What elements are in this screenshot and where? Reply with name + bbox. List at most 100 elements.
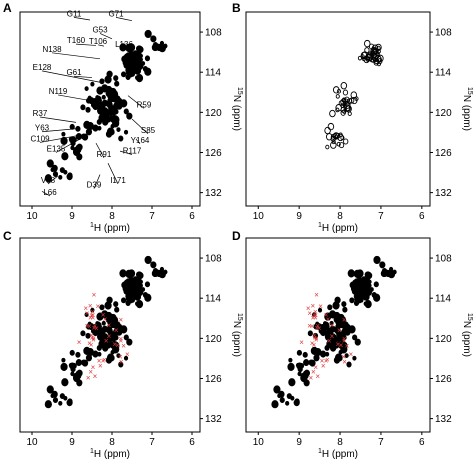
nmr-peak [144, 55, 151, 62]
unassigned-peak-marker: × [118, 353, 123, 362]
nmr-peak [368, 43, 375, 50]
nmr-peak [351, 287, 358, 295]
unassigned-peak-marker: × [315, 321, 320, 330]
y-tick-label: 120 [435, 108, 452, 119]
nmr-peak [81, 359, 89, 367]
nmr-peak [277, 393, 282, 399]
unassigned-peak-marker: × [87, 339, 92, 348]
annotation-leader-line [135, 138, 141, 145]
nmr-peak [52, 171, 59, 178]
unassigned-peak-marker: × [95, 302, 100, 311]
nmr-peak [112, 341, 120, 350]
unassigned-peak-marker: × [314, 335, 319, 344]
nmr-peak [150, 35, 157, 43]
nmr-peak [144, 281, 151, 288]
panel-letter: A [3, 1, 12, 15]
nmr-peak [126, 112, 133, 120]
nmr-peak [61, 131, 66, 137]
nmr-peak [362, 292, 370, 301]
nmr-peak [120, 71, 127, 78]
nmr-peak [76, 143, 83, 151]
nmr-peak [104, 110, 110, 117]
unassigned-peak-marker: × [330, 321, 335, 330]
peak-annotation: C109 [30, 133, 89, 143]
peak-annotation: G71 [108, 9, 133, 22]
nmr-peak [329, 109, 336, 118]
nmr-peak [81, 133, 89, 141]
unassigned-peak-marker: × [337, 326, 342, 335]
nmr-peak [140, 287, 146, 292]
y-axis-title-isotope: 15 [466, 313, 473, 321]
unassigned-peak-marker: × [103, 315, 108, 324]
nmr-peak [368, 56, 373, 61]
peak-label: G71 [108, 9, 124, 18]
peak-annotation: R117 [119, 146, 142, 155]
x-axis-title-text: H (ppm) [322, 449, 358, 460]
y-tick-label: 132 [205, 414, 222, 425]
unassigned-peak-marker: × [91, 311, 96, 320]
nmr-peak [326, 133, 333, 141]
nmr-peak [361, 276, 368, 284]
nmr-peak [295, 362, 301, 368]
unassigned-peak-marker: × [327, 337, 332, 346]
plot-frame [245, 11, 431, 207]
nmr-peak [98, 339, 106, 349]
nmr-peak [144, 67, 152, 76]
nmr-peak [327, 122, 335, 131]
nmr-peak [351, 279, 360, 288]
unassigned-peak-marker: × [336, 340, 341, 349]
nmr-peak [324, 312, 332, 321]
nmr-peak [335, 107, 340, 113]
panel-letter: D [232, 229, 241, 243]
annotation-leader-line [39, 116, 77, 123]
unassigned-peak-marker: × [87, 322, 92, 331]
y-axis-title-isotope: 15 [466, 87, 473, 95]
nmr-peak [58, 174, 63, 180]
x-tick-label: 8 [109, 437, 115, 448]
y-tick-label: 120 [435, 334, 452, 345]
nmr-peak [159, 40, 165, 46]
nmr-peak [334, 296, 341, 304]
nmr-peak [128, 273, 133, 278]
panel-letter: B [232, 1, 241, 15]
annotation-leader-line [57, 94, 101, 103]
peak-annotation: G53 [92, 25, 113, 40]
unassigned-peak-marker: × [93, 321, 98, 330]
nmr-peak [63, 395, 68, 401]
peak-label: S85 [141, 126, 156, 135]
peak-layer: ××××××××××××××× ×× ×××××××××××××××××××××××… [44, 255, 168, 409]
unassigned-peak-marker: × [313, 308, 318, 317]
x-tick-label: 6 [189, 437, 195, 448]
annotation-leader-line [95, 142, 105, 159]
nmr-peak [373, 255, 381, 265]
unassigned-peak-marker: × [311, 313, 316, 322]
unassigned-peak-marker: × [312, 311, 317, 320]
nmr-peak [113, 75, 119, 82]
nmr-peak [332, 132, 340, 140]
nmr-peak [107, 317, 115, 326]
peak-label: T106 [89, 37, 108, 46]
nmr-peak [325, 351, 330, 357]
peak-label: E128 [33, 63, 52, 72]
y-axis-title: 15N (ppm) [461, 313, 473, 357]
nmr-peak [69, 349, 75, 356]
unassigned-peak-marker: × [309, 373, 314, 382]
nmr-peak [379, 261, 386, 269]
nmr-peak [371, 44, 379, 52]
nmr-peak [116, 353, 121, 358]
peak-annotation: L136 [115, 40, 133, 55]
nmr-peak [123, 355, 129, 361]
unassigned-peak-marker: × [92, 323, 97, 332]
peak-annotation: T160 [67, 36, 97, 46]
nmr-peak [92, 103, 99, 111]
nmr-peak [106, 70, 113, 78]
nmr-peak [303, 369, 310, 377]
peak-label: R91 [97, 150, 112, 159]
x-tick-label: 10 [253, 437, 265, 448]
x-axis-title: 1H (ppm) [90, 448, 130, 460]
nmr-peak [80, 104, 86, 111]
nmr-peak [303, 359, 310, 367]
unassigned-peak-marker: × [317, 324, 322, 333]
nmr-peak [70, 366, 76, 373]
unassigned-peak-marker: × [85, 309, 90, 318]
